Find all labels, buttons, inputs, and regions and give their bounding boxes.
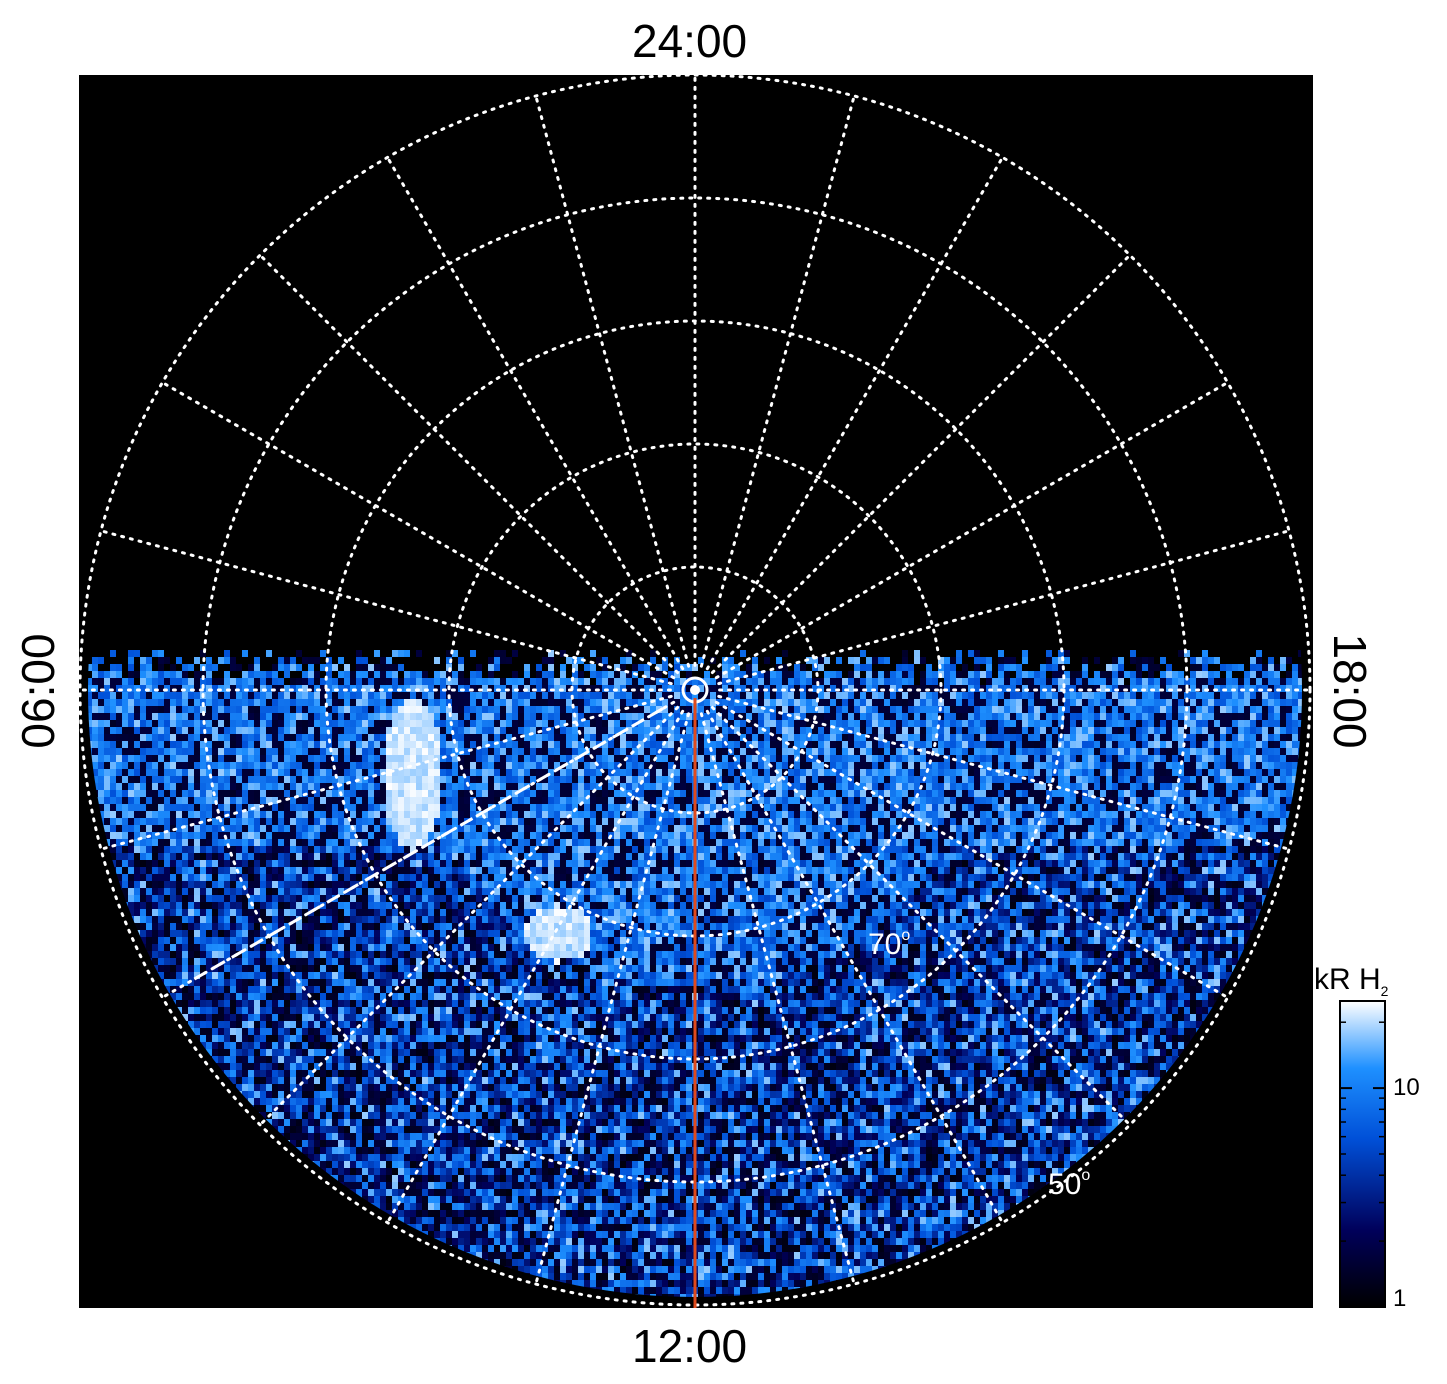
meridian-11 — [534, 712, 691, 1286]
meridian-23 — [699, 94, 856, 668]
colorbar-gradient — [1339, 1000, 1386, 1308]
meridian-2 — [386, 155, 685, 671]
meridian-19 — [717, 529, 1291, 686]
meridian-14 — [705, 709, 1004, 1225]
dashed-reference-line — [193, 707, 664, 981]
meridian-9 — [258, 705, 680, 1127]
meridian-1 — [534, 94, 691, 668]
meridian-13 — [699, 712, 856, 1286]
local-time-label-bottom: 12:00 — [632, 1320, 748, 1372]
meridian-20 — [714, 381, 1230, 680]
meridian-5 — [99, 529, 673, 686]
meridian-4 — [160, 381, 676, 680]
local-time-label-left: 06:00 — [12, 633, 64, 749]
colorbar — [1339, 1000, 1386, 1308]
pole-marker-inner — [690, 685, 700, 695]
meridian-21 — [710, 253, 1132, 675]
meridian-10 — [386, 709, 685, 1225]
colorbar-tick-label-1: 1 — [1393, 1285, 1407, 1312]
emission-heatmap — [88, 650, 1302, 1297]
latitude-label-70: 70o — [868, 927, 911, 961]
latitude-label-50: 50o — [1048, 1167, 1091, 1201]
meridian-3 — [258, 253, 680, 675]
colorbar-tick-label-10: 10 — [1393, 1074, 1420, 1102]
meridian-16 — [714, 700, 1230, 999]
local-time-label-top: 24:00 — [632, 15, 748, 67]
overlay-lines — [193, 698, 697, 1308]
colorbar-title: kR H2 — [1314, 963, 1389, 999]
meridian-8 — [160, 700, 676, 999]
meridian-22 — [705, 155, 1004, 671]
meridian-7 — [99, 694, 673, 851]
local-time-label-right: 18:00 — [1324, 633, 1376, 749]
meridian-15 — [710, 705, 1132, 1127]
meridian-17 — [717, 694, 1291, 851]
